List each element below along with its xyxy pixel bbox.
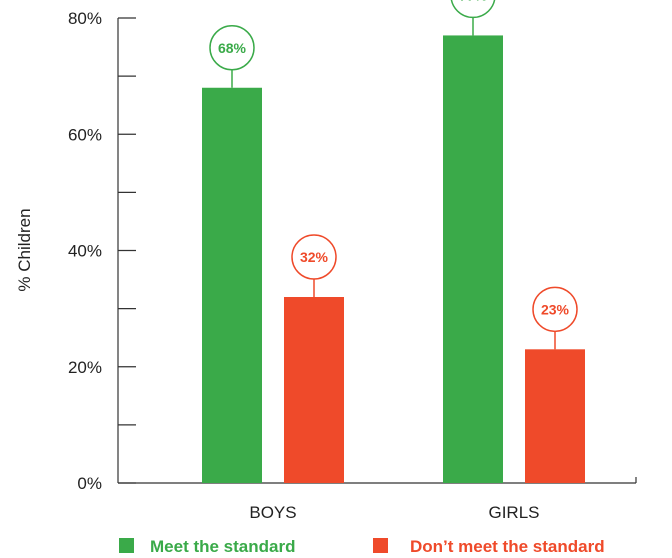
data-label: 68%: [218, 40, 247, 56]
y-axis-title: % Children: [15, 208, 34, 291]
data-label: 23%: [541, 301, 570, 317]
legend-label: Don’t meet the standard: [410, 537, 605, 556]
callout-circle: [291, 234, 337, 280]
legend-label: Meet the standard: [150, 537, 295, 556]
bar: [525, 349, 585, 483]
legend-swatch: [119, 538, 134, 553]
legend: Meet the standard Don’t meet the standard: [119, 537, 605, 556]
x-category-label: BOYS: [249, 503, 296, 522]
bar: [202, 87, 262, 483]
data-label: 77%: [459, 0, 488, 3]
callout-circle: [209, 25, 255, 71]
callout-circle: [450, 0, 496, 19]
bar: [284, 297, 344, 483]
x-category-label: GIRLS: [488, 503, 539, 522]
y-tick-label: 80%: [68, 9, 102, 28]
callout-circle: [532, 286, 578, 333]
bars: [202, 35, 585, 483]
bar: [443, 35, 503, 483]
y-tick-label: 0%: [77, 474, 102, 493]
data-labels: 68% 32% 77% 23%: [209, 0, 578, 350]
y-tick-label: 40%: [68, 242, 102, 261]
y-tick-label: 60%: [68, 125, 102, 144]
data-label: 32%: [300, 249, 329, 265]
y-tick-label: 20%: [68, 358, 102, 377]
legend-swatch: [373, 538, 388, 553]
axes: 0% 20% 40% 60% 80% % Children BOYS GIRLS: [15, 9, 637, 522]
